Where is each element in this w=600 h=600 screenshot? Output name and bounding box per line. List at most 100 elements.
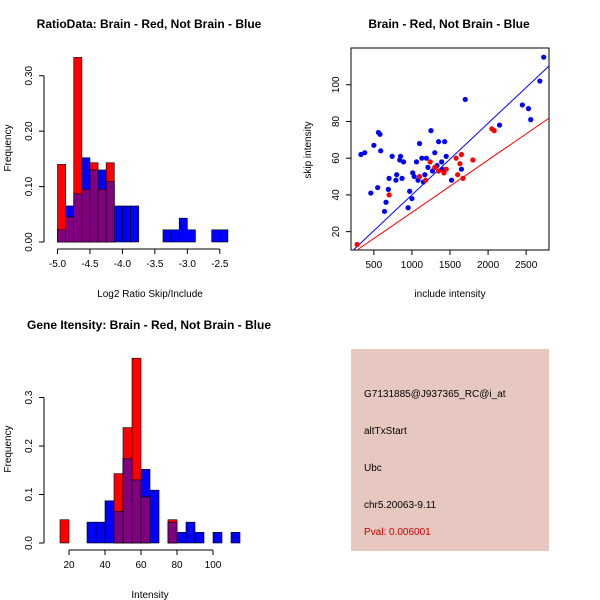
probe-id: G7131885@J937365_RC@i_at — [364, 389, 506, 400]
point-not-brain — [428, 128, 434, 134]
point-not-brain — [423, 155, 429, 161]
point-not-brain — [413, 159, 420, 165]
point-not-brain — [462, 96, 468, 103]
point-not-brain — [422, 172, 428, 178]
point-not-brain — [400, 159, 407, 165]
bar-not-brain — [230, 532, 241, 544]
point-not-brain — [383, 199, 389, 205]
bar-not-brain — [185, 521, 196, 544]
point-not-brain — [394, 172, 400, 178]
scatter-points — [354, 54, 547, 248]
point-brain — [457, 161, 463, 167]
point-brain — [435, 168, 442, 174]
bar-not-brain — [130, 205, 139, 243]
point-not-brain — [389, 153, 395, 159]
point-not-brain — [397, 153, 404, 159]
bar-not-brain — [219, 229, 229, 243]
point-not-brain — [419, 155, 425, 161]
bar-overlap — [105, 181, 115, 243]
x-tick-label: 1000 — [401, 260, 424, 271]
gene-y-label: Frequency — [3, 425, 14, 472]
point-not-brain — [541, 54, 547, 60]
bar-not-brain — [178, 217, 188, 243]
gene-bars — [59, 357, 241, 544]
point-not-brain — [537, 78, 543, 84]
point-brain — [423, 177, 429, 183]
point-not-brain — [432, 150, 438, 156]
y-tick-label: 0.2 — [24, 439, 35, 453]
point-brain — [386, 192, 392, 198]
y-tick-label: 0.30 — [24, 66, 35, 86]
point-brain — [470, 157, 476, 163]
x-tick-label: 20 — [63, 560, 75, 571]
bar-overlap — [65, 216, 75, 243]
y-tick-label: 0.10 — [24, 176, 35, 196]
x-tick-label: 80 — [171, 560, 183, 571]
x-tick-label: -4.5 — [81, 259, 99, 270]
point-not-brain — [385, 186, 391, 192]
bar-not-brain — [176, 532, 187, 544]
ratio-x-label: Log2 Ratio Skip/Include — [97, 289, 203, 300]
scatter-axes: 500 1000 1500 2000 2500 20 40 60 80 100 — [331, 76, 538, 271]
bar-overlap — [97, 189, 107, 243]
x-tick-label: 2000 — [477, 260, 500, 271]
event-type: altTxStart — [364, 426, 407, 437]
bar-brain — [59, 519, 70, 544]
gene-title: Gene Itensity: Brain - Red, Not Brain - … — [27, 318, 271, 332]
gene-name: Ubc — [364, 463, 382, 474]
point-not-brain — [425, 164, 431, 170]
y-tick-label: 0.0 — [24, 536, 35, 550]
point-not-brain — [435, 139, 442, 145]
y-tick-label: 40 — [331, 189, 342, 201]
x-tick-label: -5.0 — [49, 259, 67, 270]
y-tick-label: 0.3 — [24, 390, 35, 404]
point-not-brain — [448, 177, 455, 183]
point-not-brain — [362, 150, 368, 156]
point-brain — [354, 241, 360, 248]
point-not-brain — [368, 190, 374, 196]
point-not-brain — [377, 131, 383, 137]
point-not-brain — [496, 122, 503, 128]
bar-overlap — [131, 479, 142, 544]
bar-not-brain — [187, 229, 196, 243]
y-tick-label: 20 — [331, 226, 342, 238]
bar-overlap — [140, 496, 151, 544]
point-brain — [458, 151, 465, 158]
ratio-bars — [57, 57, 229, 243]
point-not-brain — [381, 208, 388, 215]
point-brain — [416, 173, 423, 180]
y-tick-label: 100 — [331, 76, 342, 93]
ratio-y-label: Frequency — [3, 124, 14, 171]
bar-overlap — [73, 193, 83, 243]
point-not-brain — [399, 175, 405, 181]
x-tick-label: 60 — [135, 560, 147, 571]
gene-intensity-histogram: Gene Itensity: Brain - Red, Not Brain - … — [3, 318, 271, 600]
point-not-brain — [442, 139, 448, 145]
point-brain — [443, 166, 449, 172]
x-tick-label: -2.5 — [211, 259, 229, 270]
x-tick-label: 1500 — [439, 260, 462, 271]
scatter-x-label: include intensity — [414, 289, 485, 300]
bar-overlap — [89, 169, 99, 243]
point-not-brain — [439, 159, 445, 165]
gene-x-label: Intensity — [131, 590, 168, 600]
x-tick-label: -3.0 — [179, 259, 197, 270]
bar-not-brain — [212, 532, 223, 544]
bar-not-brain — [149, 489, 160, 544]
point-not-brain — [443, 153, 449, 159]
point-not-brain — [371, 142, 377, 148]
intensity-scatter: Brain - Red, Not Brain - Blue 500 1000 150… — [303, 17, 550, 300]
point-not-brain — [393, 177, 399, 183]
bar-overlap — [81, 189, 91, 243]
x-tick-label: 2500 — [515, 260, 538, 271]
x-tick-label: 40 — [99, 560, 111, 571]
y-tick-label: 0.00 — [24, 232, 35, 252]
fit-line-brain — [356, 117, 550, 251]
x-tick-label: -4.0 — [114, 259, 132, 270]
point-not-brain — [525, 106, 532, 112]
bar-overlap — [57, 229, 66, 243]
bar-overlap — [113, 511, 124, 544]
fit-line-not-brain — [353, 65, 550, 251]
bar-not-brain — [122, 205, 131, 243]
info-panel-background — [351, 349, 549, 551]
